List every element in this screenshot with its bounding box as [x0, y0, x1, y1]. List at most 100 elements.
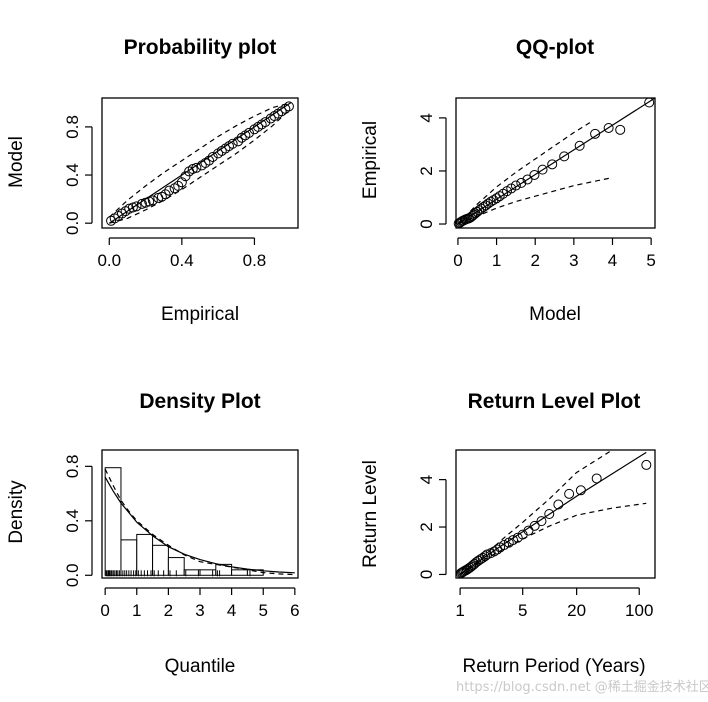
- panel-density-plot: Density Plot Quantile Density 0 1 2 3 4 …: [6, 390, 300, 677]
- x-tick-label: 4: [227, 601, 236, 620]
- panel-title: Density Plot: [139, 390, 260, 413]
- lower-confidence-band: [459, 502, 647, 575]
- data-point: [544, 509, 555, 519]
- data-point: [480, 551, 491, 562]
- x-tick-label: 5: [258, 601, 267, 620]
- data-point: [529, 520, 540, 531]
- panel-return-level-plot: Return Level Plot Return Period (Years) …: [360, 390, 656, 677]
- y-tick-label: 0: [417, 219, 436, 228]
- x-tick-label: 3: [195, 601, 204, 620]
- x-tick-labels: 0 1 2 3 4 5: [453, 251, 656, 270]
- histogram-bar: [199, 569, 217, 576]
- plot-frame: [455, 449, 656, 579]
- histogram-bar: [120, 539, 138, 576]
- x-tick-label: 100: [625, 601, 653, 620]
- data-point: [644, 97, 655, 108]
- lower-confidence-band: [109, 108, 292, 224]
- data-point: [191, 162, 202, 173]
- plot-area: [85, 97, 299, 245]
- data-point: [537, 164, 548, 175]
- y-tick-label: 0.0: [63, 563, 82, 587]
- data-point: [523, 525, 534, 536]
- data-point: [603, 122, 614, 133]
- data-point: [233, 136, 244, 147]
- histogram-bar: [104, 467, 122, 576]
- empirical-density-curve: [104, 468, 295, 576]
- y-tick-label: 0.4: [63, 509, 82, 533]
- x-tick-label: 6: [290, 601, 299, 620]
- x-tick-labels: 1 5 20 100: [455, 601, 653, 620]
- x-tick-label: 1: [132, 601, 141, 620]
- data-point: [173, 180, 184, 191]
- data-point: [283, 101, 294, 112]
- panel-title: Probability plot: [124, 36, 277, 59]
- plot-frame: [455, 97, 656, 229]
- x-tick-label: 3: [569, 251, 578, 270]
- lower-confidence-band: [457, 177, 613, 225]
- x-axis-label: Model: [529, 304, 581, 325]
- histogram-bar: [183, 569, 201, 576]
- data-point: [641, 459, 652, 470]
- x-tick-label: 20: [567, 601, 586, 620]
- data-point: [547, 159, 558, 170]
- data-point: [564, 488, 575, 499]
- histogram-bar: [136, 533, 154, 576]
- y-tick-labels: 0 2 4: [417, 113, 436, 229]
- y-tick-label: 0.8: [63, 115, 82, 139]
- plot-frame: [101, 449, 299, 579]
- x-tick-label: 4: [608, 251, 617, 270]
- y-tick-label: 0.4: [63, 163, 82, 187]
- x-tick-label: 0.8: [243, 251, 267, 270]
- x-axis-label: Quantile: [165, 656, 236, 677]
- y-tick-label: 4: [417, 113, 436, 122]
- panel-title: QQ-plot: [516, 36, 594, 59]
- y-tick-labels: 0.0 0.4 0.8: [63, 455, 82, 588]
- data-point: [591, 473, 602, 484]
- plot-area: [439, 97, 656, 245]
- data-point: [615, 124, 626, 135]
- y-axis-label: Return Level: [360, 460, 381, 568]
- data-point: [204, 155, 215, 166]
- data-point: [480, 200, 491, 211]
- data-point: [494, 191, 505, 202]
- data-point: [164, 185, 175, 196]
- reference-line: [457, 97, 656, 225]
- data-point: [508, 535, 519, 546]
- data-point: [207, 151, 218, 162]
- data-point: [227, 138, 238, 149]
- data-point: [516, 177, 527, 188]
- data-point: [160, 189, 171, 200]
- x-tick-label: 1: [455, 601, 464, 620]
- x-tick-label: 0: [453, 251, 462, 270]
- data-point: [492, 544, 503, 555]
- panel-probability-plot: Probability plot Empirical Model 0.0 0.4…: [6, 36, 299, 325]
- x-tick-label: 0: [100, 601, 109, 620]
- panel-qq-plot: QQ-plot Model Empirical 0 1 2 3 4 5 0 2 …: [360, 36, 656, 325]
- plot-frame: [101, 97, 299, 229]
- y-tick-labels: 0 2 4: [417, 475, 436, 579]
- y-axis-label: Model: [6, 136, 27, 188]
- upper-confidence-band: [457, 120, 594, 225]
- y-tick-label: 0.8: [63, 455, 82, 479]
- data-point: [260, 117, 271, 128]
- x-axis-label: Return Period (Years): [462, 656, 645, 677]
- y-tick-label: 2: [417, 522, 436, 531]
- data-point: [483, 198, 494, 209]
- data-point: [472, 206, 483, 217]
- x-tick-label: 0.0: [97, 251, 121, 270]
- data-point: [575, 485, 586, 496]
- data-point: [147, 195, 158, 206]
- data-point: [522, 174, 533, 185]
- watermark-text: https://blog.csdn.net @稀土掘金技术社区: [456, 680, 708, 695]
- data-point: [244, 127, 254, 138]
- histogram-bar: [231, 569, 248, 576]
- y-tick-labels: 0.0 0.4 0.8: [63, 115, 82, 235]
- data-point: [559, 151, 570, 162]
- x-tick-labels: 0.0 0.4 0.8: [97, 251, 266, 270]
- x-tick-label: 5: [518, 601, 527, 620]
- x-tick-labels: 0 1 2 3 4 5 6: [100, 601, 299, 620]
- plot-area: [85, 449, 299, 595]
- data-point: [510, 180, 521, 191]
- upper-confidence-band: [108, 102, 291, 218]
